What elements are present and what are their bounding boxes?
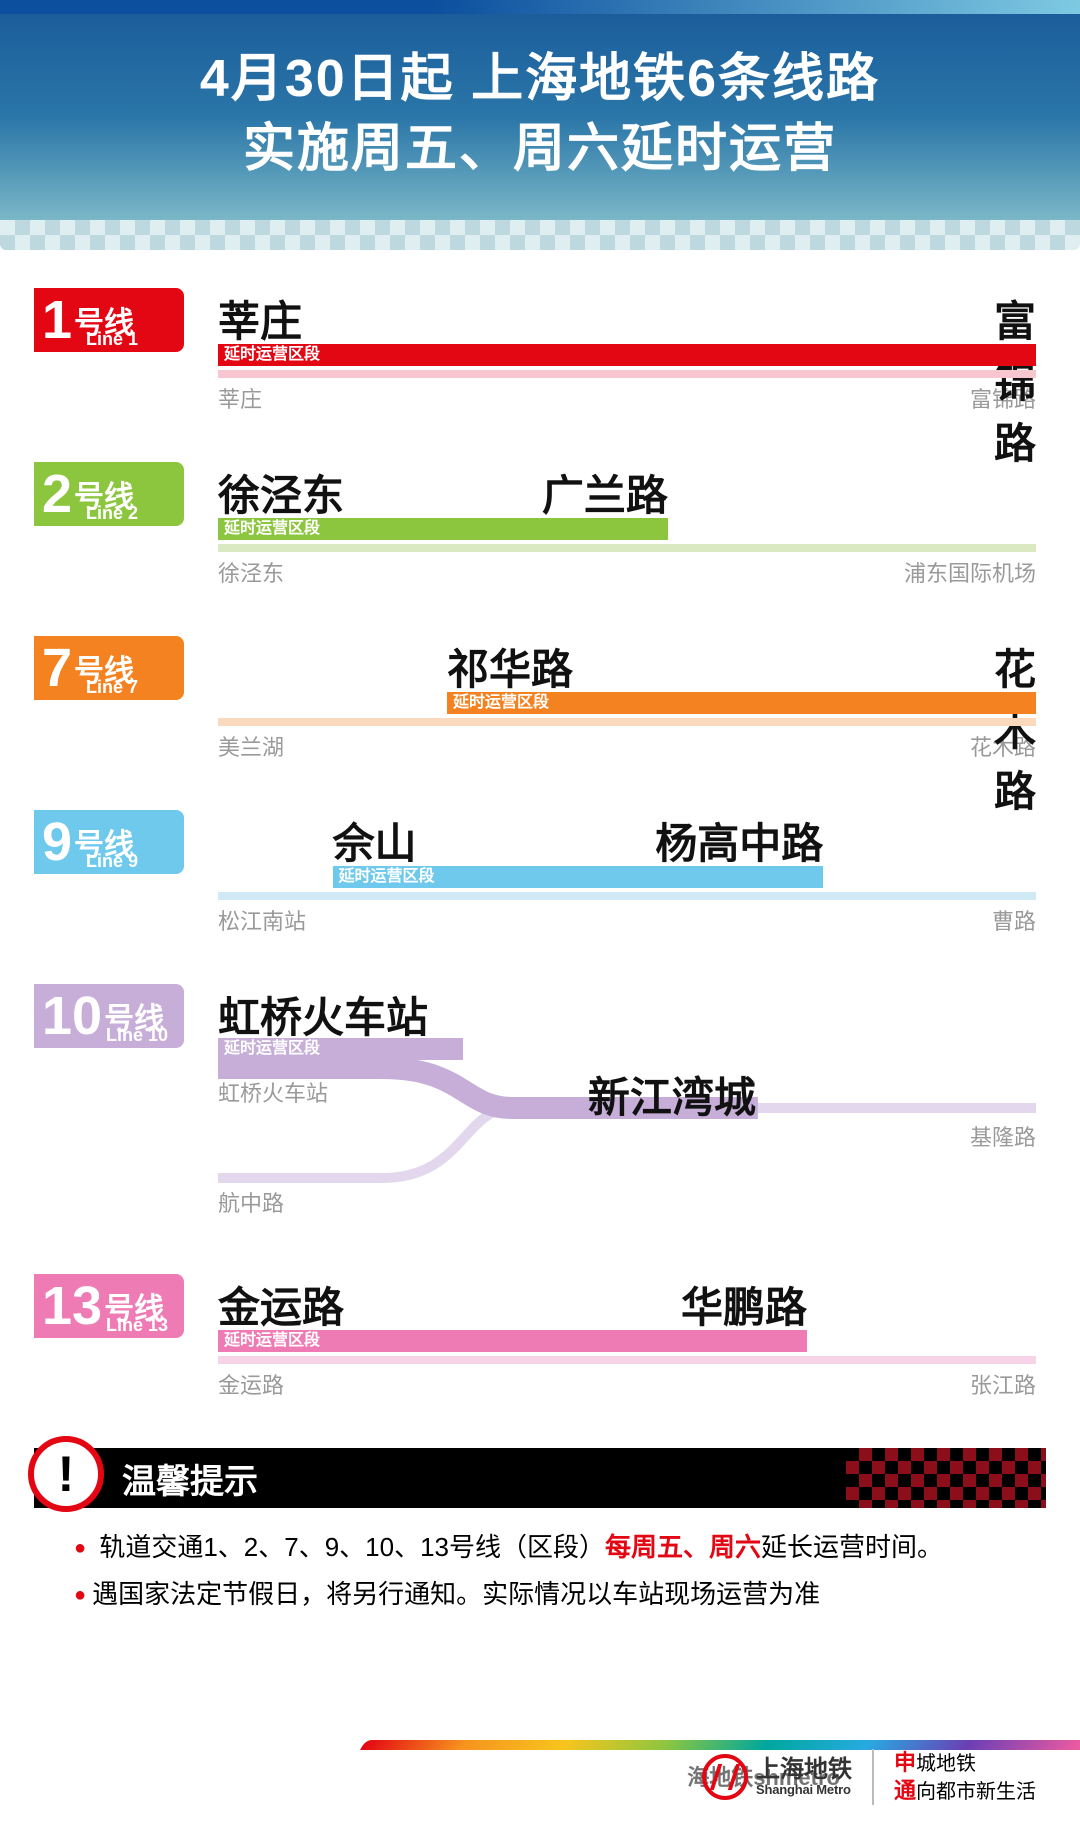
base-stations: 徐泾东 浦东国际机场	[218, 556, 1036, 588]
header: 4月30日起 上海地铁6条线路 实施周五、周六延时运营	[0, 0, 1080, 248]
ext-station-b: 富锦路	[994, 288, 1036, 471]
base-station-b: 张江路	[970, 1368, 1036, 1400]
base-stations: 松江南站 曹路	[218, 904, 1036, 936]
ext-stations: 祁华路 花木路	[218, 636, 1036, 688]
line-badge: 10号线Line 10	[34, 984, 184, 1048]
line-number: 13	[42, 1274, 102, 1338]
line-badge: 7号线Line 7	[34, 636, 184, 700]
branch-label-right: 基隆路	[970, 1120, 1036, 1152]
base-station-b: 浦东国际机场	[904, 556, 1036, 588]
header-checker-strip	[0, 220, 1080, 250]
ext-bar: 延时运营区段	[218, 1038, 463, 1060]
base-station-b: 曹路	[992, 904, 1036, 936]
ext-label: 延时运营区段	[224, 1330, 320, 1352]
ext-station-a: 佘山	[333, 810, 417, 871]
line-badge: 9号线Line 9	[34, 810, 184, 874]
ext-bar: 延时运营区段	[218, 518, 1036, 540]
base-line	[218, 370, 1036, 378]
ext-station-b: 广兰路	[542, 462, 668, 523]
line-block: 1号线Line 1 莘庄 富锦路延时运营区段莘庄富锦路	[34, 288, 1036, 414]
tips-body: 轨道交通1、2、7、9、10、13号线（区段）每周五、周六延长运营时间。 遇国家…	[34, 1508, 1046, 1634]
header-title-line2: 实施周五、周六延时运营	[0, 114, 1080, 184]
line-badge: 1号线Line 1	[34, 288, 184, 352]
footer: 海地铁shmetro 上海地铁 Shanghai Metro 申城地铁 通向都市…	[0, 1700, 1080, 1840]
alert-icon: !	[28, 1436, 104, 1512]
ext-station-b: 新江湾城	[588, 1064, 756, 1125]
line-number: 1	[42, 288, 72, 352]
line-block: 7号线Line 7 祁华路 花木路延时运营区段美兰湖花木路	[34, 636, 1036, 762]
metro-logo-text: 上海地铁 Shanghai Metro	[756, 1758, 852, 1797]
line-badge: 13号线Line 13	[34, 1274, 184, 1338]
base-station-a: 美兰湖	[218, 730, 284, 762]
base-stations: 金运路 张江路	[218, 1368, 1036, 1400]
base-line	[218, 1356, 1036, 1364]
line-block: 13号线Line 13金运路 华鹏路延时运营区段金运路张江路	[34, 1274, 1036, 1400]
branch-label-bottom: 航中路	[218, 1186, 284, 1218]
line-segment: 莘庄 富锦路延时运营区段莘庄富锦路	[218, 288, 1036, 414]
ext-station-a: 祁华路	[447, 636, 573, 697]
line-block: 2号线Line 2徐泾东 广兰路延时运营区段徐泾东浦东国际机场	[34, 462, 1036, 588]
line-segment: 徐泾东 广兰路延时运营区段徐泾东浦东国际机场	[218, 462, 1036, 588]
footer-logos: 上海地铁 Shanghai Metro 申城地铁 通向都市新生活	[702, 1749, 1036, 1806]
base-line	[218, 544, 1036, 552]
tips-title: 温馨提示	[122, 1454, 258, 1503]
base-stations: 莘庄富锦路	[218, 382, 1036, 414]
line-en: Line 9	[86, 851, 138, 872]
line-segment: 金运路 华鹏路延时运营区段金运路张江路	[218, 1274, 1036, 1400]
line-number: 7	[42, 636, 72, 700]
base-station-a: 莘庄	[218, 382, 262, 414]
ext-station-a: 虹桥火车站	[218, 984, 428, 1045]
tip-line-2: 遇国家法定节假日，将另行通知。实际情况以车站现场运营为准	[74, 1571, 1006, 1618]
ext-station-a: 金运路	[218, 1274, 344, 1335]
line-badge: 2号线Line 2	[34, 462, 184, 526]
ext-label: 延时运营区段	[453, 692, 549, 714]
base-station-a: 金运路	[218, 1368, 284, 1400]
footer-divider	[872, 1749, 874, 1805]
ext-stations: 佘山 杨高中路	[218, 810, 1036, 862]
ext-label: 延时运营区段	[224, 344, 320, 366]
ext-station-b: 华鹏路	[681, 1274, 807, 1335]
base-station-a: 徐泾东	[218, 556, 284, 588]
ext-bar: 延时运营区段	[218, 1330, 1036, 1352]
ext-station-a: 莘庄	[218, 288, 302, 349]
base-stations: 美兰湖花木路	[218, 730, 1036, 762]
tips-header: ! 温馨提示	[34, 1448, 1046, 1508]
ext-stations: 徐泾东 广兰路	[218, 462, 1036, 514]
line-segment: 祁华路 花木路延时运营区段美兰湖花木路	[218, 636, 1036, 762]
line-number: 9	[42, 810, 72, 874]
header-accent-bar	[0, 0, 1080, 14]
ext-bar: 延时运营区段	[218, 344, 1036, 366]
ext-station-a: 徐泾东	[218, 462, 344, 523]
line-segment-fork: 虹桥火车站延时运营区段虹桥火车站航中路基隆路新江湾城	[218, 984, 1036, 1214]
line-block-fork: 10号线Line 10虹桥火车站延时运营区段虹桥火车站航中路基隆路新江湾城	[34, 984, 1036, 1214]
line-en: Line 2	[86, 503, 138, 524]
line-segment: 佘山 杨高中路延时运营区段松江南站 曹路	[218, 810, 1036, 936]
base-line	[218, 718, 1036, 726]
line-number: 2	[42, 462, 72, 526]
ext-bar: 延时运营区段	[218, 692, 1036, 714]
ext-stations: 莘庄 富锦路	[218, 288, 1036, 340]
line-en: Line 1	[86, 329, 138, 350]
header-title-line1: 4月30日起 上海地铁6条线路	[0, 44, 1080, 114]
tips-panel: ! 温馨提示 轨道交通1、2、7、9、10、13号线（区段）每周五、周六延长运营…	[34, 1448, 1046, 1634]
ext-station-b: 杨高中路	[655, 810, 823, 871]
header-title: 4月30日起 上海地铁6条线路 实施周五、周六延时运营	[0, 14, 1080, 220]
ext-label: 延时运营区段	[224, 518, 320, 540]
tip-line-1: 轨道交通1、2、7、9、10、13号线（区段）每周五、周六延长运营时间。	[74, 1524, 1006, 1571]
line-en: Line 7	[86, 677, 138, 698]
base-station-a: 松江南站	[218, 904, 306, 936]
ext-stations: 金运路 华鹏路	[218, 1274, 1036, 1326]
ext-station-b: 花木路	[994, 636, 1036, 819]
branch-label-top: 虹桥火车站	[218, 1076, 328, 1108]
footer-slogan: 申城地铁 通向都市新生活	[894, 1749, 1036, 1806]
base-line	[218, 892, 1036, 900]
ext-bar: 延时运营区段	[218, 866, 1036, 888]
line-en: Line 13	[106, 1315, 168, 1336]
metro-logo-icon	[702, 1754, 748, 1800]
ext-label: 延时运营区段	[339, 866, 435, 888]
lines-list: 1号线Line 1莘庄 富锦路延时运营区段莘庄富锦路2号线Line 2徐泾东 广…	[0, 248, 1080, 1400]
line-block: 9号线Line 9 佘山 杨高中路延时运营区段松江南站 曹路	[34, 810, 1036, 936]
